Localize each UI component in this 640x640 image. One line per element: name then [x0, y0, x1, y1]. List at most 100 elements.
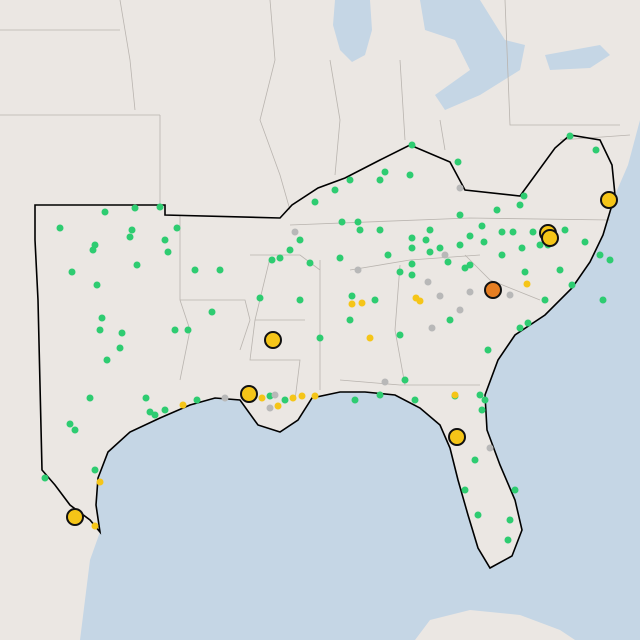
- site-marker[interactable]: [408, 141, 416, 149]
- site-marker[interactable]: [101, 208, 109, 216]
- site-marker[interactable]: [126, 233, 134, 241]
- site-marker[interactable]: [191, 266, 199, 274]
- site-marker[interactable]: [422, 236, 430, 244]
- site-marker[interactable]: [381, 168, 389, 176]
- site-marker[interactable]: [133, 261, 141, 269]
- site-marker[interactable]: [456, 211, 464, 219]
- site-marker[interactable]: [461, 486, 469, 494]
- site-marker[interactable]: [348, 300, 356, 308]
- site-marker[interactable]: [316, 334, 324, 342]
- site-marker[interactable]: [599, 296, 607, 304]
- site-marker[interactable]: [511, 486, 519, 494]
- site-marker[interactable]: [524, 319, 532, 327]
- site-marker[interactable]: [466, 232, 474, 240]
- site-marker[interactable]: [164, 248, 172, 256]
- site-marker[interactable]: [521, 268, 529, 276]
- site-marker[interactable]: [91, 522, 99, 530]
- site-marker[interactable]: [523, 280, 531, 288]
- site-marker[interactable]: [456, 306, 464, 314]
- site-marker[interactable]: [474, 511, 482, 519]
- site-marker[interactable]: [436, 292, 444, 300]
- site-marker[interactable]: [376, 226, 384, 234]
- site-marker[interactable]: [566, 132, 574, 140]
- site-marker[interactable]: [286, 246, 294, 254]
- site-marker[interactable]: [173, 224, 181, 232]
- site-marker[interactable]: [408, 260, 416, 268]
- site-marker[interactable]: [91, 466, 99, 474]
- site-marker[interactable]: [518, 244, 526, 252]
- site-marker[interactable]: [561, 226, 569, 234]
- site-marker[interactable]: [184, 326, 192, 334]
- site-marker[interactable]: [306, 259, 314, 267]
- site-marker[interactable]: [381, 378, 389, 386]
- site-marker[interactable]: [161, 406, 169, 414]
- site-marker[interactable]: [529, 228, 537, 236]
- site-marker[interactable]: [216, 266, 224, 274]
- site-marker[interactable]: [486, 444, 494, 452]
- site-marker[interactable]: [354, 218, 362, 226]
- site-marker[interactable]: [338, 218, 346, 226]
- site-marker[interactable]: [401, 376, 409, 384]
- major-site-marker[interactable]: [541, 229, 559, 247]
- site-marker[interactable]: [493, 206, 501, 214]
- site-marker[interactable]: [504, 536, 512, 544]
- site-marker[interactable]: [396, 331, 404, 339]
- site-marker[interactable]: [96, 326, 104, 334]
- site-marker[interactable]: [71, 426, 79, 434]
- site-marker[interactable]: [520, 192, 528, 200]
- site-marker[interactable]: [281, 396, 289, 404]
- site-marker[interactable]: [268, 256, 276, 264]
- site-marker[interactable]: [161, 236, 169, 244]
- site-marker[interactable]: [426, 226, 434, 234]
- site-marker[interactable]: [456, 184, 464, 192]
- site-marker[interactable]: [311, 392, 319, 400]
- site-marker[interactable]: [336, 254, 344, 262]
- site-marker[interactable]: [516, 324, 524, 332]
- site-marker[interactable]: [596, 251, 604, 259]
- site-marker[interactable]: [98, 314, 106, 322]
- site-marker[interactable]: [516, 201, 524, 209]
- site-marker[interactable]: [478, 222, 486, 230]
- site-marker[interactable]: [506, 516, 514, 524]
- site-marker[interactable]: [118, 329, 126, 337]
- site-marker[interactable]: [41, 474, 49, 482]
- site-marker[interactable]: [451, 391, 459, 399]
- site-marker[interactable]: [296, 296, 304, 304]
- site-marker[interactable]: [376, 391, 384, 399]
- site-marker[interactable]: [258, 394, 266, 402]
- site-marker[interactable]: [426, 248, 434, 256]
- site-marker[interactable]: [66, 420, 74, 428]
- site-marker[interactable]: [478, 406, 486, 414]
- site-marker[interactable]: [436, 244, 444, 252]
- site-marker[interactable]: [68, 268, 76, 276]
- site-marker[interactable]: [298, 392, 306, 400]
- site-marker[interactable]: [481, 396, 489, 404]
- site-marker[interactable]: [208, 308, 216, 316]
- site-marker[interactable]: [289, 394, 297, 402]
- site-marker[interactable]: [581, 238, 589, 246]
- major-site-marker[interactable]: [600, 191, 618, 209]
- site-marker[interactable]: [116, 344, 124, 352]
- site-marker[interactable]: [193, 396, 201, 404]
- site-marker[interactable]: [592, 146, 600, 154]
- site-marker[interactable]: [416, 297, 424, 305]
- site-marker[interactable]: [256, 294, 264, 302]
- site-marker[interactable]: [461, 264, 469, 272]
- site-marker[interactable]: [128, 226, 136, 234]
- major-site-marker[interactable]: [240, 385, 258, 403]
- site-marker[interactable]: [276, 254, 284, 262]
- site-marker[interactable]: [406, 171, 414, 179]
- site-marker[interactable]: [56, 224, 64, 232]
- site-marker[interactable]: [606, 256, 614, 264]
- site-marker[interactable]: [396, 268, 404, 276]
- site-marker[interactable]: [498, 251, 506, 259]
- site-marker[interactable]: [424, 278, 432, 286]
- site-marker[interactable]: [351, 396, 359, 404]
- site-marker[interactable]: [354, 266, 362, 274]
- site-marker[interactable]: [556, 266, 564, 274]
- site-marker[interactable]: [89, 246, 97, 254]
- site-marker[interactable]: [384, 251, 392, 259]
- site-marker[interactable]: [346, 316, 354, 324]
- major-site-marker[interactable]: [66, 508, 84, 526]
- site-marker[interactable]: [536, 241, 544, 249]
